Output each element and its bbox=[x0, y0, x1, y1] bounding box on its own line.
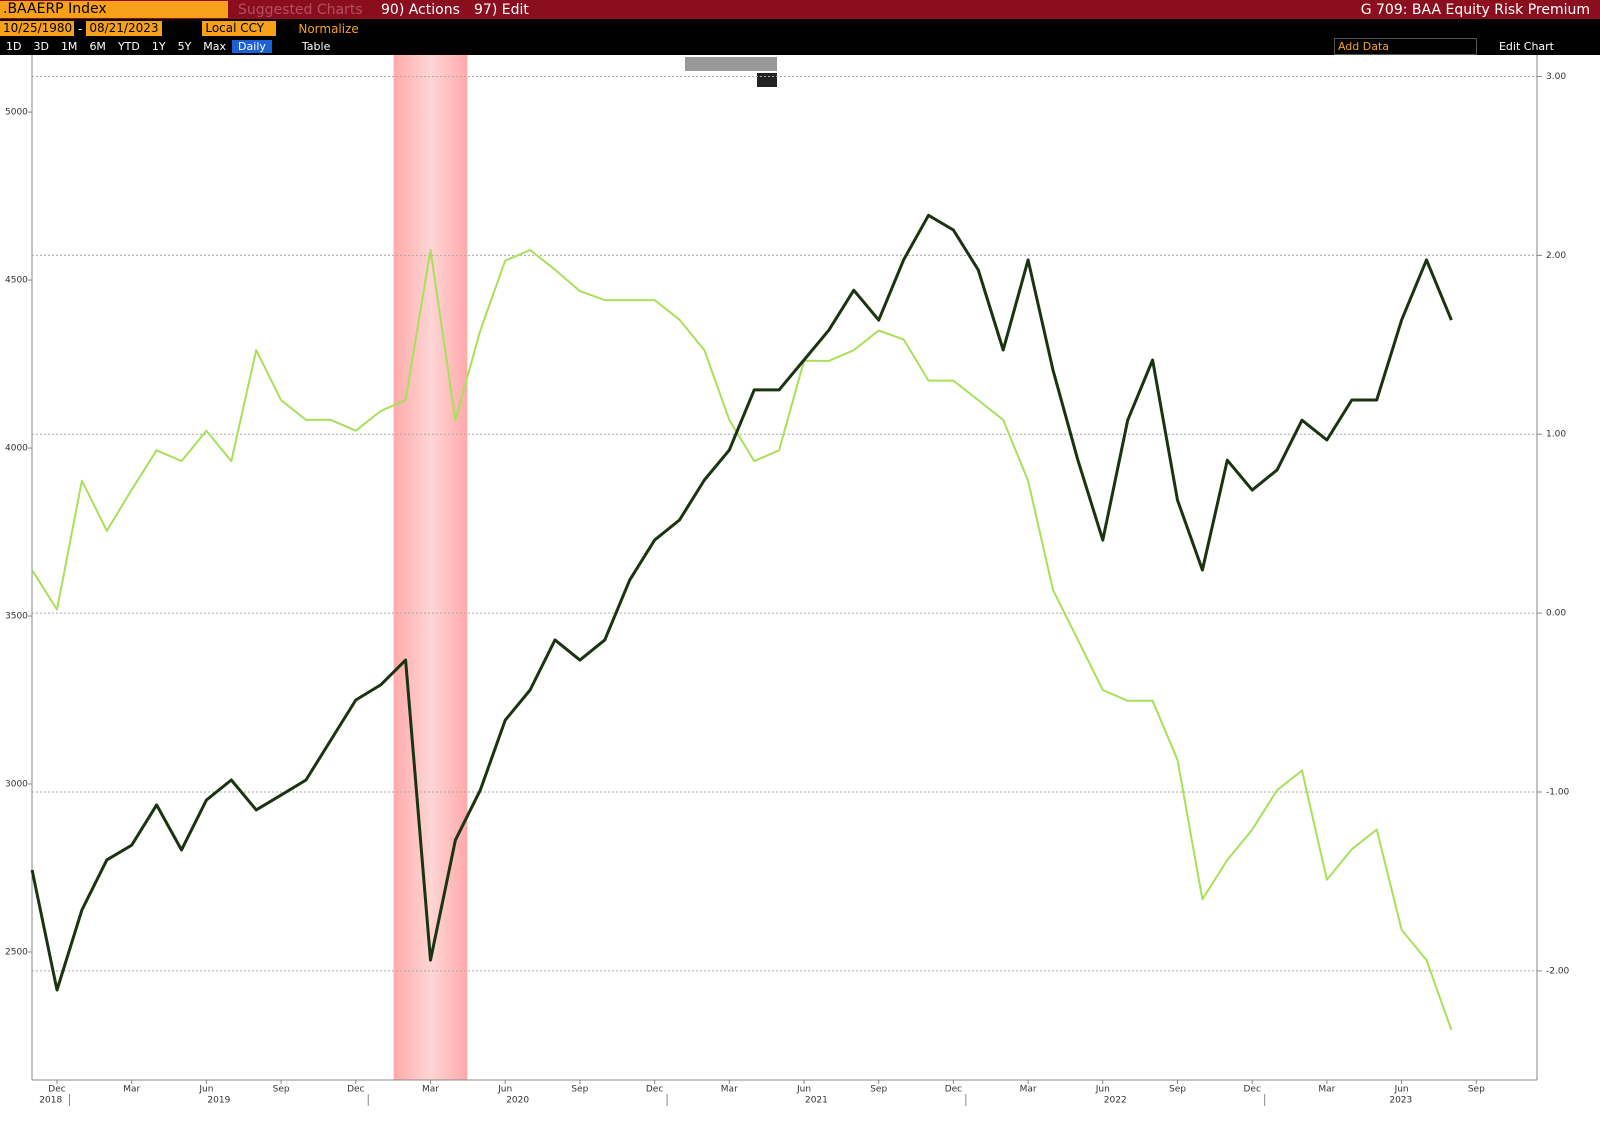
x-tick-label: Dec bbox=[646, 1085, 663, 1095]
start-date[interactable]: 10/25/1980 bbox=[0, 21, 74, 36]
x-tick-label: Jun bbox=[497, 1085, 512, 1095]
y-tick-label: 3000 bbox=[5, 780, 28, 790]
x-tick-label: Sep bbox=[571, 1085, 588, 1095]
x-tick-label: Jun bbox=[198, 1085, 213, 1095]
year-label: 2018 bbox=[39, 1096, 62, 1106]
edit-menu[interactable]: 97) Edit bbox=[474, 1, 529, 18]
chart: 2500 3000 3500 4000 4500 5000 -2.00 -1.00 0.00 1.… bbox=[5, 55, 1570, 1106]
table-button[interactable]: Table bbox=[301, 40, 331, 53]
y2-tick-label: -1.00 bbox=[1546, 787, 1570, 797]
date-bar: 10/25/1980 - 08/21/2023 Local CCY Normal… bbox=[0, 19, 1600, 38]
tool-strip[interactable] bbox=[685, 57, 777, 71]
period-bar: 1D 3D 1M 6M YTD 1Y 5Y Max Daily Table Add Data … bbox=[0, 38, 1600, 55]
dash: - bbox=[78, 21, 83, 36]
x-tick-label: Dec bbox=[48, 1085, 65, 1095]
end-date[interactable]: 08/21/2023 bbox=[86, 21, 163, 36]
title-bar: .BAAERP Index Suggested Charts 90) Actio… bbox=[0, 0, 1600, 19]
period-button[interactable]: 3D bbox=[33, 40, 49, 53]
x-tick-label: Mar bbox=[422, 1085, 439, 1095]
y2-tick-label: 3.00 bbox=[1546, 72, 1566, 82]
frequency-select[interactable]: Daily bbox=[232, 40, 272, 53]
x-tick-label: Sep bbox=[1169, 1085, 1186, 1095]
x-tick-label: Jun bbox=[1394, 1085, 1409, 1095]
y-tick-label: 2500 bbox=[5, 948, 28, 958]
normalize-toggle[interactable]: Normalize bbox=[298, 21, 359, 36]
period-button[interactable]: 5Y bbox=[177, 40, 192, 53]
x-tick-label: Mar bbox=[1318, 1085, 1335, 1095]
period-button[interactable]: YTD bbox=[117, 40, 140, 53]
period-button[interactable]: Max bbox=[203, 40, 227, 53]
x-tick-label: Sep bbox=[273, 1085, 290, 1095]
year-label: 2020 bbox=[506, 1096, 529, 1106]
year-label: 2019 bbox=[207, 1096, 230, 1106]
year-label: 2021 bbox=[805, 1096, 828, 1106]
x-tick-label: Dec bbox=[347, 1085, 364, 1095]
edit-chart-button[interactable]: Edit Chart bbox=[1498, 40, 1554, 53]
y-tick-label: 4000 bbox=[5, 444, 28, 454]
period-button[interactable]: 1Y bbox=[151, 40, 166, 53]
y2-tick-label: 1.00 bbox=[1546, 430, 1566, 440]
chart-tools bbox=[685, 57, 777, 87]
x-tick-label: Mar bbox=[721, 1085, 738, 1095]
add-data-field[interactable]: Add Data bbox=[1333, 38, 1477, 55]
x-tick-label: Mar bbox=[1020, 1085, 1037, 1095]
period-buttons: 1D 3D 1M 6M YTD 1Y 5Y Max bbox=[0, 40, 232, 53]
x-tick-label: Jun bbox=[1095, 1085, 1110, 1095]
currency-field[interactable]: Local CCY bbox=[202, 21, 277, 36]
tool-button[interactable] bbox=[757, 73, 777, 87]
year-label: 2022 bbox=[1104, 1096, 1127, 1106]
shaded-period bbox=[393, 55, 468, 1080]
y-tick-label: 3500 bbox=[5, 612, 28, 622]
y2-tick-label: 2.00 bbox=[1546, 251, 1566, 261]
y2-tick-label: -2.00 bbox=[1546, 966, 1570, 976]
y-tick-label: 4500 bbox=[5, 276, 28, 286]
series-line bbox=[30, 213, 1453, 992]
suggested-charts[interactable]: Suggested Charts bbox=[238, 1, 363, 18]
period-button[interactable]: 6M bbox=[89, 40, 106, 53]
ticker-field[interactable]: .BAAERP Index bbox=[0, 1, 228, 18]
y2-tick-label: 0.00 bbox=[1546, 609, 1566, 619]
x-tick-label: Dec bbox=[945, 1085, 962, 1095]
actions-menu[interactable]: 90) Actions bbox=[381, 1, 460, 18]
x-tick-label: Mar bbox=[123, 1085, 140, 1095]
x-tick-label: Sep bbox=[870, 1085, 887, 1095]
x-tick-label: Dec bbox=[1243, 1085, 1260, 1095]
page-title: G 709: BAA Equity Risk Premium bbox=[1360, 1, 1590, 18]
year-label: 2023 bbox=[1389, 1096, 1412, 1106]
x-tick-label: Jun bbox=[796, 1085, 811, 1095]
period-button[interactable]: 1D bbox=[6, 40, 22, 53]
series-line bbox=[31, 249, 1453, 1031]
x-tick-label: Sep bbox=[1468, 1085, 1485, 1095]
period-button[interactable]: 1M bbox=[60, 40, 78, 53]
y-tick-label: 5000 bbox=[5, 108, 28, 118]
